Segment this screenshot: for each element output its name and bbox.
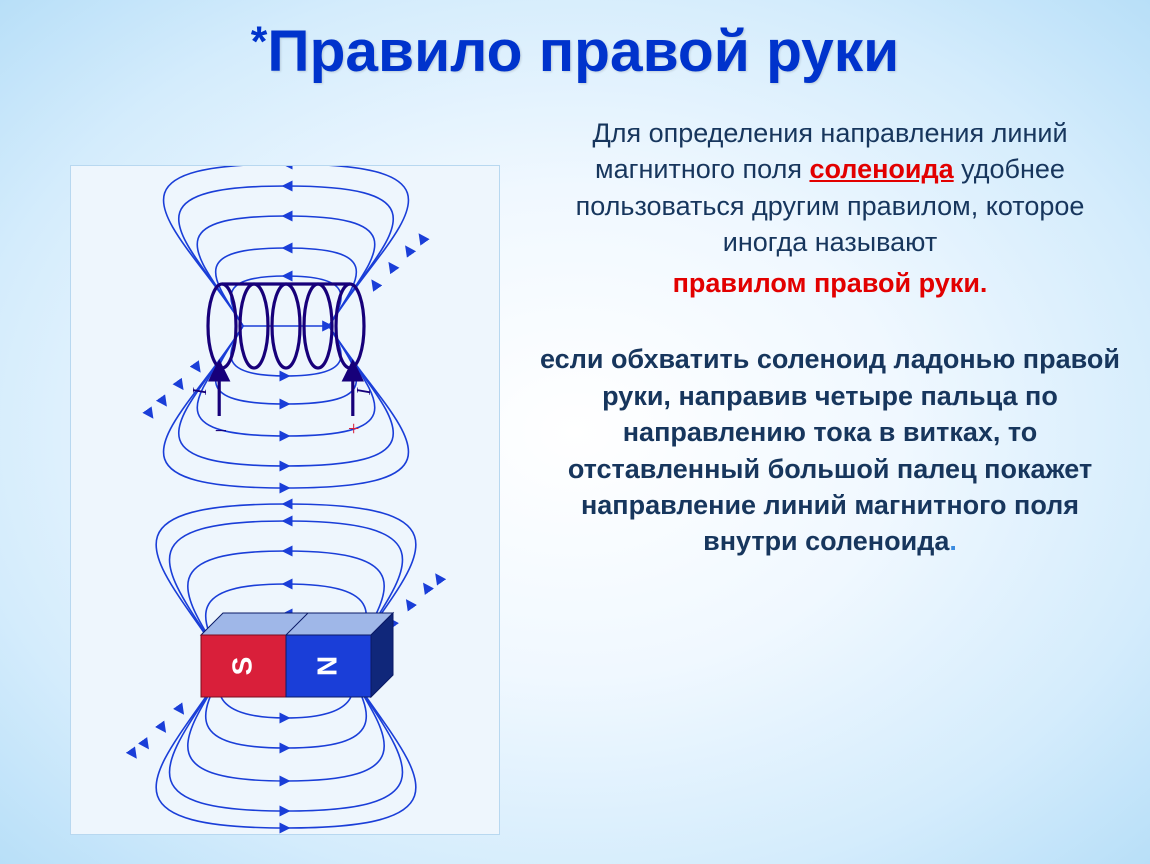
current-label-left: I: [189, 388, 212, 395]
p3-tail: .: [949, 526, 957, 556]
text-column: Для определения направления линий магнит…: [540, 115, 1120, 560]
svg-text:N: N: [312, 656, 343, 676]
svg-text:S: S: [227, 657, 258, 676]
terminal-plus: +: [347, 418, 361, 441]
solenoid-word: соленоида: [809, 154, 953, 184]
paragraph-rule-name: правилом правой руки.: [540, 265, 1120, 301]
diagram-svg: SN: [71, 166, 501, 836]
title-asterisk: *: [251, 18, 268, 66]
p3-text: если обхватить соленоид ладонью правой р…: [540, 344, 1120, 556]
terminal-minus: −: [213, 418, 228, 444]
diagram-panel: SN I I − +: [70, 165, 500, 835]
title-text: Правило правой руки: [267, 19, 899, 84]
paragraph-intro: Для определения направления линий магнит…: [540, 115, 1120, 261]
current-label-right: I: [353, 388, 376, 395]
page-title: *Правило правой руки: [0, 18, 1150, 85]
paragraph-rule-body: если обхватить соленоид ладонью правой р…: [540, 341, 1120, 560]
